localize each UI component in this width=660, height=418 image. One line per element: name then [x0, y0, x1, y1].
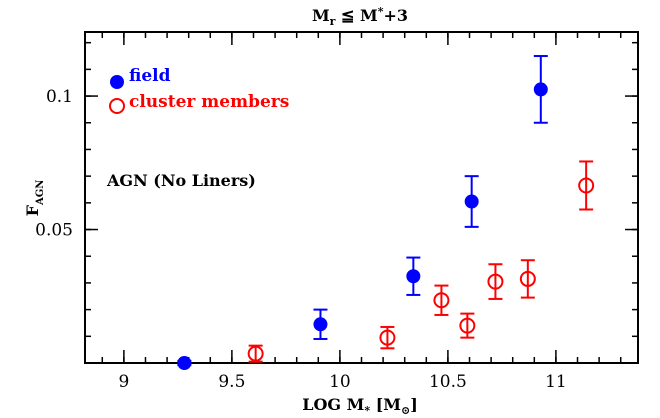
data-point-cluster-members — [487, 263, 504, 300]
data-point-cluster-members — [379, 325, 396, 350]
marker-filled-circle — [533, 82, 548, 97]
data-point-field — [533, 55, 548, 124]
x-tick-label: 9 — [118, 372, 129, 392]
legend-marker-field — [110, 75, 124, 89]
marker-filled-circle — [177, 356, 192, 370]
legend-label-field: field — [129, 66, 171, 86]
data-point-cluster-members — [578, 160, 595, 211]
annotation-agn-no-liners: AGN (No Liners) — [106, 171, 256, 190]
x-tick-label: 9.5 — [218, 372, 245, 392]
legend-label-cluster-members: cluster members — [129, 92, 289, 112]
x-tick-label: 10.5 — [429, 372, 467, 392]
data-point-field — [177, 356, 192, 370]
data-point-cluster-members — [459, 312, 476, 339]
legend-marker-cluster-members — [109, 98, 125, 114]
axis-ticks — [85, 32, 638, 364]
y-axis-label: FAGN — [23, 180, 46, 217]
marker-filled-circle — [464, 194, 479, 209]
legend: field cluster members — [109, 66, 289, 114]
marker-filled-circle — [406, 269, 421, 284]
data-point-field — [313, 308, 328, 340]
marker-filled-circle — [313, 317, 328, 332]
x-tick-label: 10 — [329, 372, 351, 392]
x-axis-label: LOG M* [M⊙] — [302, 395, 418, 417]
data-point-cluster-members — [519, 259, 536, 299]
data-point-field — [406, 256, 421, 296]
data-point-cluster-members — [247, 344, 264, 363]
data-point-field — [464, 175, 479, 228]
x-tick-label: 11 — [545, 372, 567, 392]
axis-tick-labels: 9 9.5 10 10.5 11 0.05 0.1 — [35, 87, 567, 392]
data-point-cluster-members — [433, 284, 450, 316]
chart-title: Mr ≦ M*+3 — [312, 5, 408, 28]
y-tick-label: 0.05 — [35, 221, 73, 241]
y-tick-label: 0.1 — [46, 87, 73, 107]
data-points — [177, 55, 595, 370]
